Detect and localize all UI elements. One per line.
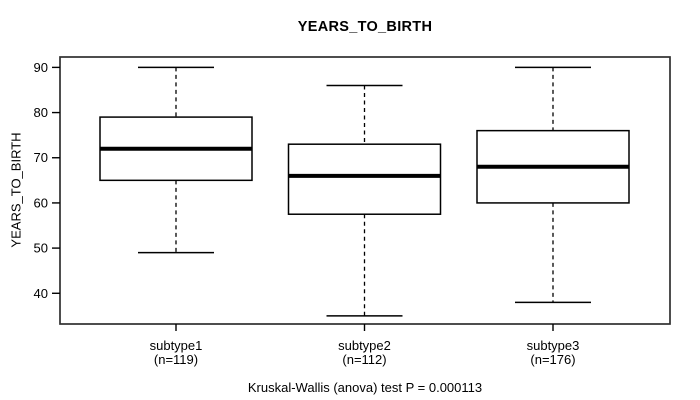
x-group-name: subtype1 (149, 338, 203, 353)
x-group-label: subtype2 (n=112) (295, 339, 435, 366)
x-group-count: (n=119) (153, 351, 199, 367)
x-group-count: (n=176) (530, 351, 576, 367)
y-tick-label: 90 (34, 60, 48, 75)
x-group-label: subtype3 (n=176) (483, 339, 623, 366)
y-tick-label: 80 (34, 105, 48, 120)
y-tick-label: 70 (34, 150, 48, 165)
caption-kruskal-wallis-test: Kruskal-Wallis (anova) test P = 0.000113 (247, 380, 483, 395)
iqr-box (287, 143, 442, 215)
y-tick-label: 60 (34, 195, 48, 210)
y-tick-label: 40 (34, 286, 48, 301)
x-group-count: (n=112) (342, 351, 387, 367)
x-group-name: subtype3 (526, 338, 580, 353)
x-group-label: subtype1 (n=119) (106, 339, 246, 366)
chart-title: YEARS_TO_BIRTH (297, 19, 433, 35)
y-tick-label: 50 (34, 241, 48, 256)
x-group-name: subtype2 (338, 338, 391, 353)
